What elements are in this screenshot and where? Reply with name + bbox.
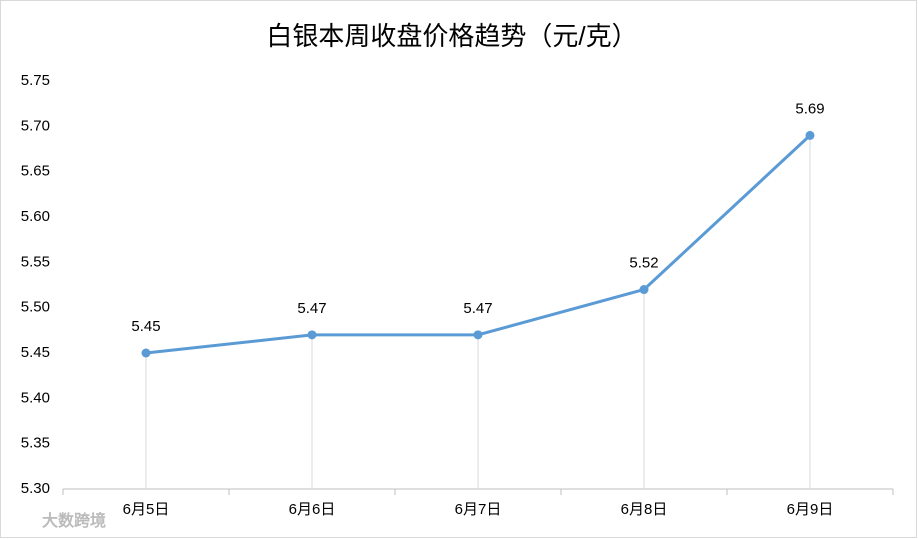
y-tick-label: 5.35: [21, 435, 50, 452]
y-tick-label: 5.50: [21, 299, 50, 316]
x-tick-label: 6月7日: [455, 501, 502, 518]
point: [639, 285, 649, 295]
data-label: 5.47: [463, 300, 492, 317]
y-tick-label: 5.55: [21, 253, 50, 270]
data-label: 5.69: [795, 100, 824, 117]
y-tick-label: 5.40: [21, 389, 50, 406]
point: [805, 130, 815, 140]
x-tick-label: 6月6日: [289, 501, 336, 518]
chart-title: 白银本周收盘价格趋势（元/克）: [266, 21, 637, 51]
y-tick-label: 5.75: [21, 72, 50, 89]
data-label: 5.45: [131, 318, 160, 335]
data-label: 5.47: [297, 300, 326, 317]
y-tick-label: 5.45: [21, 344, 50, 361]
x-tick-label: 6月5日: [123, 501, 170, 518]
point: [141, 348, 151, 358]
y-tick-label: 5.30: [21, 480, 50, 497]
x-tick-label: 6月9日: [787, 501, 834, 518]
y-tick-label: 5.70: [21, 117, 50, 134]
y-tick-label: 5.60: [21, 208, 50, 225]
x-tick-label: 6月8日: [621, 501, 668, 518]
point: [473, 330, 483, 340]
data-label: 5.52: [629, 255, 658, 272]
watermark: 大数跨境: [42, 511, 106, 530]
point: [307, 330, 317, 340]
y-tick-label: 5.65: [21, 163, 50, 180]
